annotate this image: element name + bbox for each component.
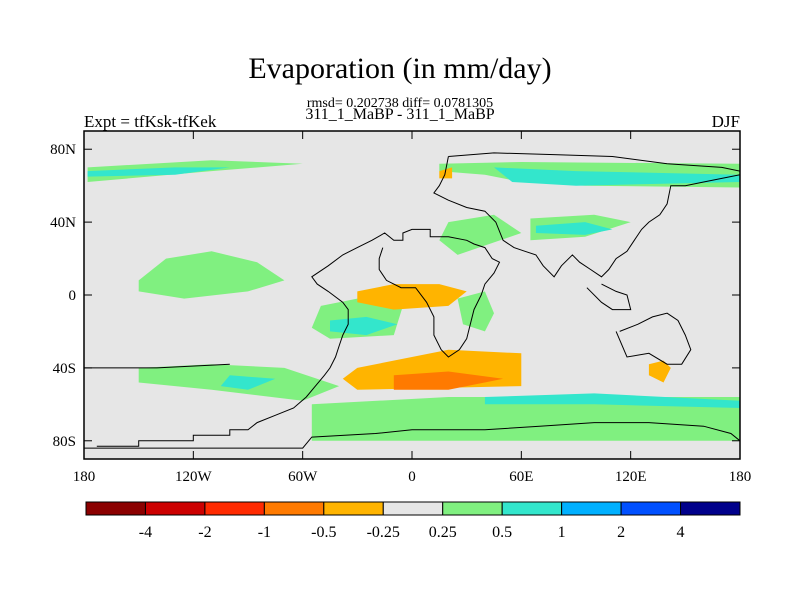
- coastlines: [84, 152, 740, 452]
- contour-region-8: [330, 316, 398, 336]
- contour-region-14: [457, 291, 494, 332]
- colorbar-label: 1: [558, 524, 566, 541]
- y-tick-label: 80S: [53, 434, 76, 450]
- x-tick-label: 0: [408, 469, 416, 485]
- coastline-3: [433, 156, 740, 278]
- y-tick-label: 40S: [53, 361, 76, 377]
- chart-subtitle: 311_1_MaBP - 311_1_MaBP: [305, 106, 495, 123]
- colorbar-swatch-10: [680, 501, 741, 516]
- colorbar-label: -0.5: [311, 524, 336, 541]
- colorbar-swatch-1: [144, 501, 206, 516]
- y-tick-label: 0: [69, 288, 77, 304]
- stats-line: rmsd= 0.202738 diff= 0.0781305: [306, 96, 494, 111]
- colorbar-label: 4: [677, 524, 685, 541]
- colorbar-swatch-6: [442, 501, 503, 516]
- chart-title: Evaporation (in mm/day): [248, 52, 552, 85]
- coastline-4: [586, 283, 632, 311]
- axes: 180 120W 60W 0 60E 120E 180 80N 40N 0 40S 80S: [50, 131, 751, 485]
- coastline-0: [96, 228, 501, 447]
- x-tick-label: 60W: [288, 469, 318, 485]
- x-tick-label: 60E: [509, 469, 533, 485]
- coastline-2: [448, 152, 740, 172]
- x-tick-label: 120E: [615, 469, 647, 485]
- colorbar-label: -4: [139, 524, 152, 541]
- x-tick-label: 180: [729, 469, 752, 485]
- contour-region-3: [494, 167, 740, 186]
- colorbar-swatch-3: [263, 501, 325, 516]
- colorbar-label: 0.25: [429, 524, 457, 541]
- colorbar-label: -1: [258, 524, 271, 541]
- colorbar-swatch-2: [204, 501, 265, 516]
- y-tick-label: 40N: [50, 215, 76, 231]
- colorbar-label: -0.25: [367, 524, 400, 541]
- colorbar-swatch-8: [561, 501, 622, 516]
- y-tick-label: 80N: [50, 142, 76, 158]
- contour-region-17: [357, 284, 467, 310]
- colorbar-swatch-0: [85, 501, 146, 516]
- colorbar-swatch-4: [323, 501, 384, 516]
- contour-region-19: [439, 167, 453, 179]
- contour-region-4: [138, 251, 285, 299]
- colorbar: -4 -2 -1 -0.5 -0.25 0.25 0.5 1 2 4: [85, 501, 741, 541]
- coastline-6: [84, 363, 230, 369]
- x-tick-label: 120W: [175, 469, 213, 485]
- colorbar-label: 2: [617, 524, 625, 541]
- experiment-label: Expt = tfKsk-tfKek: [84, 112, 217, 131]
- coastline-1: [84, 422, 740, 452]
- contour-region-1: [87, 167, 230, 177]
- contour-region-13: [535, 222, 613, 235]
- colorbar-label: 0.5: [492, 524, 512, 541]
- contour-region-11: [439, 214, 522, 255]
- colorbar-swatch-7: [501, 501, 563, 516]
- coastline-5: [615, 312, 692, 365]
- contour-region-10: [484, 393, 740, 408]
- colorbar-swatch-5: [382, 501, 444, 516]
- contour-region-18: [648, 360, 671, 383]
- contour-region-16: [393, 371, 504, 390]
- season-label: DJF: [711, 112, 740, 131]
- colorbar-swatch-9: [620, 501, 682, 516]
- contour-region-6: [220, 375, 276, 390]
- x-tick-label: 180: [73, 469, 96, 485]
- colorbar-label: -2: [198, 524, 211, 541]
